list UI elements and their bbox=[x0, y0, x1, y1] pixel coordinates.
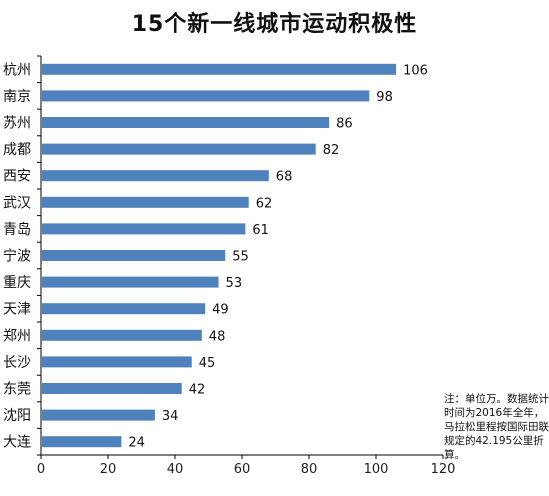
data-label: 53 bbox=[226, 276, 243, 291]
category-label: 南京 bbox=[3, 89, 31, 105]
bar bbox=[42, 117, 330, 128]
x-tick-label: 100 bbox=[364, 462, 389, 477]
bar bbox=[42, 276, 219, 288]
bar bbox=[42, 170, 269, 182]
category-label: 长沙 bbox=[3, 355, 31, 371]
category-label: 宁波 bbox=[3, 248, 31, 265]
category-label: 成都 bbox=[3, 142, 31, 158]
x-tick-label: 0 bbox=[37, 462, 45, 477]
bar bbox=[42, 329, 202, 341]
data-label: 24 bbox=[128, 436, 145, 451]
x-tick-label: 60 bbox=[234, 462, 251, 477]
bar bbox=[42, 436, 122, 448]
category-label: 天津 bbox=[3, 302, 31, 318]
data-label: 68 bbox=[276, 170, 293, 185]
bar bbox=[42, 356, 192, 368]
category-label: 武汉 bbox=[3, 195, 31, 211]
bar bbox=[42, 409, 155, 421]
data-label: 106 bbox=[403, 63, 428, 78]
x-tick-label: 120 bbox=[431, 462, 456, 477]
bar bbox=[42, 303, 206, 315]
category-label: 杭州 bbox=[3, 62, 31, 78]
data-label: 82 bbox=[323, 143, 340, 158]
bar bbox=[42, 383, 182, 394]
bar bbox=[42, 250, 226, 261]
category-label: 重庆 bbox=[3, 275, 31, 291]
data-label: 55 bbox=[232, 250, 249, 265]
data-label: 86 bbox=[336, 117, 353, 132]
data-label: 42 bbox=[189, 383, 206, 398]
bar bbox=[42, 196, 249, 208]
bar bbox=[42, 143, 316, 155]
x-tick-label: 80 bbox=[301, 462, 318, 477]
category-label: 郑州 bbox=[3, 328, 31, 344]
data-label: 61 bbox=[252, 223, 269, 238]
bar bbox=[42, 63, 397, 75]
data-label: 62 bbox=[256, 196, 273, 211]
bar bbox=[42, 90, 370, 102]
data-label: 98 bbox=[376, 90, 393, 105]
data-label: 48 bbox=[209, 329, 226, 344]
category-label: 大连 bbox=[3, 435, 31, 451]
chart-title: 15个新一线城市运动积极性 bbox=[131, 12, 418, 37]
data-label: 34 bbox=[162, 409, 179, 424]
category-label: 沈阳 bbox=[3, 408, 31, 424]
data-label: 45 bbox=[199, 356, 216, 371]
category-label: 西安 bbox=[3, 169, 31, 185]
x-tick-label: 40 bbox=[167, 462, 184, 477]
chart-annotation: 注：单位万。数据统计时间为2016年全年，马拉松里程按国际田联规定的42.195… bbox=[444, 393, 549, 461]
category-label: 青岛 bbox=[3, 222, 31, 238]
category-label: 苏州 bbox=[3, 116, 31, 132]
bar bbox=[42, 223, 246, 235]
category-label: 东莞 bbox=[3, 382, 31, 398]
x-tick-label: 20 bbox=[100, 462, 117, 477]
data-label: 49 bbox=[212, 303, 229, 318]
